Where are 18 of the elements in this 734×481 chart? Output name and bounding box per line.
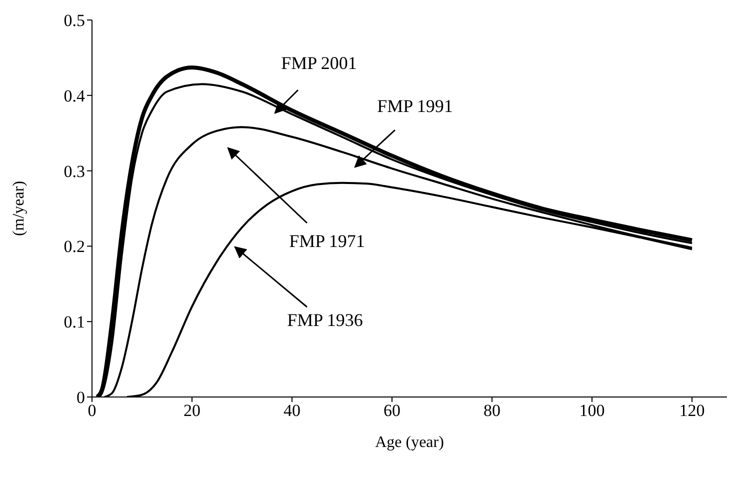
y-tick-label: 0.1: [64, 312, 85, 332]
x-tick-label: 120: [679, 401, 705, 420]
annotation: FMP 1936: [287, 310, 363, 330]
x-axis-title: Age (year): [375, 434, 444, 451]
x-tick-label: 80: [484, 401, 500, 420]
x-tick-label: 60: [384, 401, 400, 420]
y-tick-label: 0.3: [64, 162, 85, 181]
y-tick-label: 0.2: [64, 237, 85, 256]
annotation: FMP 2001: [281, 53, 357, 74]
annotation: FMP 1991: [377, 96, 453, 116]
annotation: FMP 1971: [289, 231, 365, 252]
x-tick-label: 100: [579, 401, 605, 420]
y-tick-label: 0: [76, 388, 85, 408]
y-tick-label: 0.4: [64, 86, 86, 106]
x-tick-label: 40: [284, 401, 300, 420]
x-tick-label: 20: [184, 401, 200, 420]
y-tick-label: 0.5: [64, 11, 85, 30]
y-axis-title: (m/year): [10, 180, 28, 236]
